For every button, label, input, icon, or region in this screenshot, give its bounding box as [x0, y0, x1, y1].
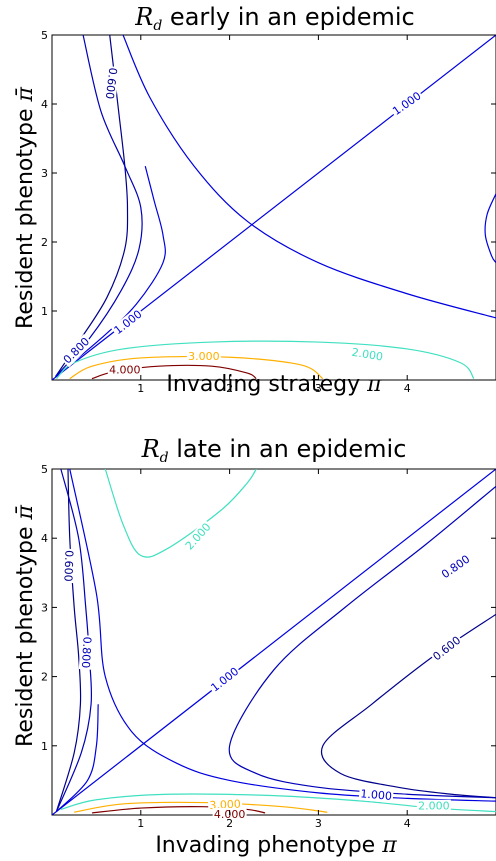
contour-line-1.000 [55, 165, 166, 378]
contour-line-1.000 [52, 469, 496, 815]
contour-label: 0.600 [61, 548, 76, 584]
contour-label-text: 2.000 [418, 800, 450, 813]
early-epidemic-panel: Rd early in an epidemic Invading strateg… [13, 3, 496, 397]
contour-label-text: 0.600 [103, 67, 120, 100]
contour-label: 3.000 [186, 350, 221, 364]
plot-frame [51, 34, 496, 381]
contour-label-text: 1.000 [112, 308, 145, 338]
y-axis-label: Resident phenotype π̄ [13, 505, 38, 747]
contour-label: 4.000 [107, 363, 142, 377]
contour-label-text: 0.800 [79, 636, 94, 668]
contour-line-1.000 [122, 35, 496, 319]
y-tick-label: 4 [41, 532, 48, 545]
contour-label: 1.000 [207, 664, 243, 696]
x-tick-label: 3 [315, 382, 322, 395]
contour-label-text: 2.000 [183, 520, 214, 552]
contour-line-3.000 [74, 801, 328, 813]
contour-line-2.000 [104, 469, 257, 558]
contour-line-2.000 [56, 340, 475, 380]
contour-line-0.800 [55, 35, 143, 377]
contour-line-4.000 [91, 806, 266, 814]
y-tick-label: 3 [41, 601, 48, 614]
x-tick-label: 3 [315, 817, 322, 830]
contour-label-text: 0.600 [430, 634, 463, 664]
y-axis-label: Resident phenotype π̄ [13, 87, 38, 329]
contour-label: 1.000 [389, 88, 425, 119]
contour-line-1.000 [484, 193, 496, 264]
contour-label: 2.000 [416, 799, 451, 813]
contour-line-0.600 [55, 469, 82, 812]
y-tick-label: 5 [41, 463, 48, 476]
x-tick-label: 4 [404, 817, 411, 830]
late-epidemic-panel: Rd late in an epidemic Invading phenotyp… [13, 435, 496, 858]
x-tick-label: 2 [226, 382, 233, 395]
x-axis-label: Invading strategy π [166, 372, 382, 397]
contour-label-text: 4.000 [109, 363, 141, 376]
x-axis-label: Invading phenotype π [155, 833, 397, 858]
contour-label-text: 1.000 [360, 787, 393, 803]
y-tick-label: 2 [41, 236, 48, 249]
contour-lines [52, 469, 496, 815]
contour-label: 1.000 [110, 306, 146, 338]
chart-title: Rd late in an epidemic [141, 435, 407, 466]
y-tick-label: 3 [41, 167, 48, 180]
y-tick-label: 1 [41, 740, 48, 753]
contour-label-text: 3.000 [188, 350, 220, 363]
x-tick-label: 2 [226, 817, 233, 830]
y-tick-label: 4 [41, 98, 48, 111]
contour-label: 0.800 [78, 635, 94, 670]
y-tick-label: 1 [41, 305, 48, 318]
y-tick-label: 2 [41, 671, 48, 684]
contour-label-text: 0.600 [61, 550, 75, 582]
x-tick-label: 1 [137, 382, 144, 395]
contour-line-0.600 [320, 613, 496, 799]
contour-label-text: 1.000 [208, 665, 241, 695]
chart-title: Rd early in an epidemic [134, 3, 414, 34]
y-tick-label: 5 [41, 29, 48, 42]
contour-label: 1.000 [358, 787, 394, 804]
contour-label-text: 1.000 [390, 89, 423, 118]
contour-line-1.000 [56, 704, 99, 812]
x-tick-label: 4 [404, 382, 411, 395]
contour-label: 0.600 [429, 632, 465, 665]
plot-frame [51, 468, 496, 816]
contour-label: 0.800 [438, 551, 474, 582]
contour-label: 0.600 [102, 65, 120, 102]
contour-label-text: 0.800 [439, 552, 472, 581]
x-tick-label: 1 [137, 817, 144, 830]
contour-label: 2.000 [349, 345, 386, 364]
contour-label-text: 2.000 [351, 346, 384, 364]
